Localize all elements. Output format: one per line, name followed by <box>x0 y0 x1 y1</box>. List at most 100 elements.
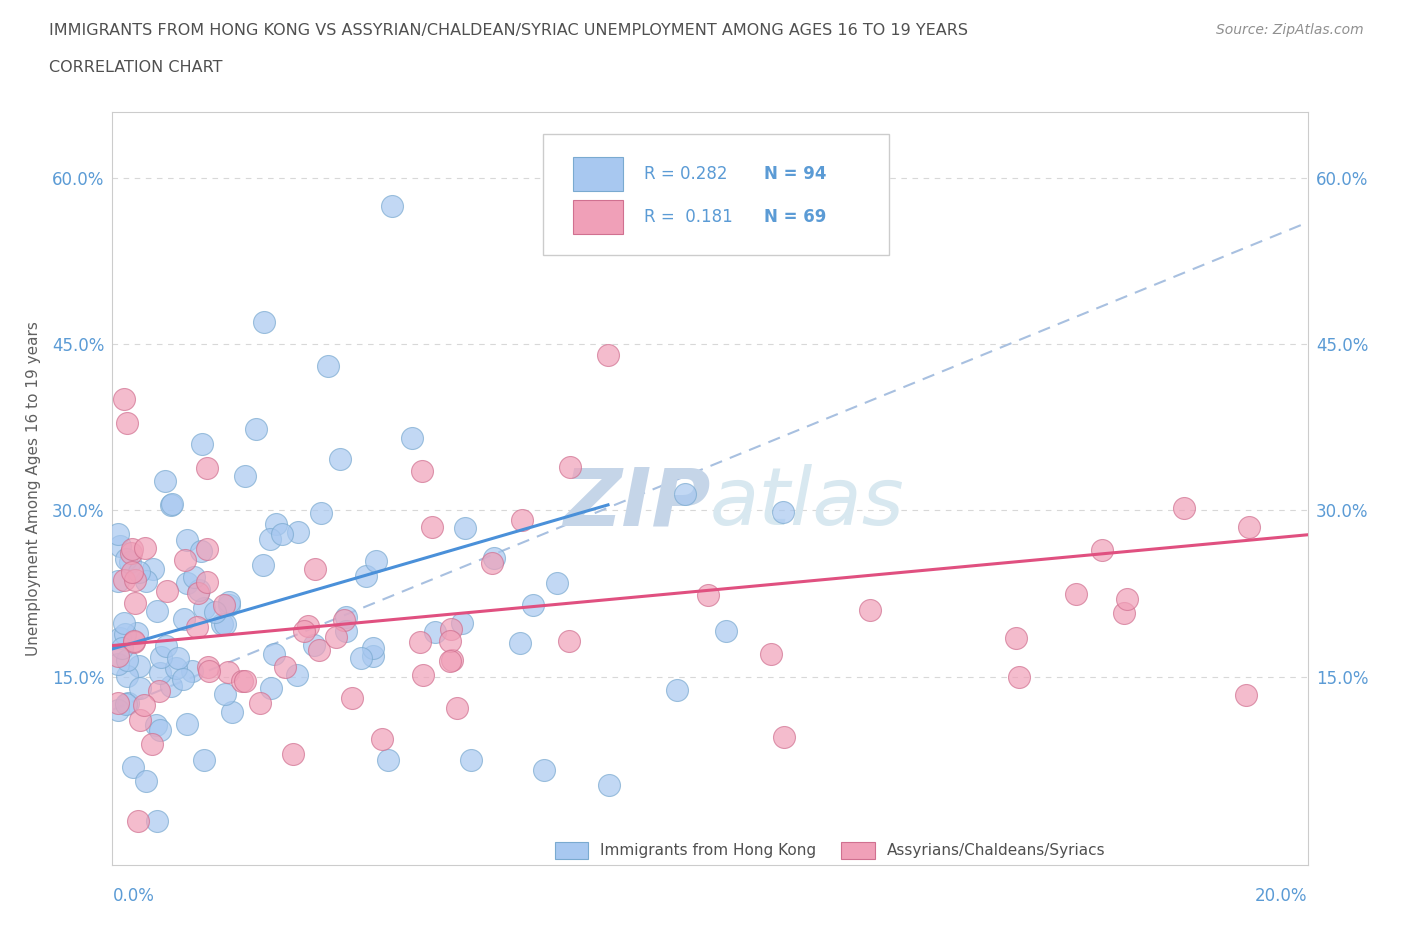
Point <box>666 683 689 698</box>
Point <box>409 635 432 650</box>
Point <box>309 506 332 521</box>
Point <box>263 646 285 661</box>
Point <box>1064 587 1087 602</box>
Point <box>173 611 195 626</box>
Point <box>773 730 796 745</box>
Point <box>195 461 218 476</box>
Point <box>160 497 183 512</box>
Point <box>115 653 138 668</box>
Point <box>135 573 157 588</box>
FancyBboxPatch shape <box>572 200 623 233</box>
Point <box>195 574 218 589</box>
Point <box>218 594 240 609</box>
Text: 0.0%: 0.0% <box>112 887 155 906</box>
Point <box>420 520 443 535</box>
Point <box>218 597 240 612</box>
Text: R = 0.282: R = 0.282 <box>644 166 728 183</box>
Point <box>180 664 202 679</box>
Point <box>145 604 167 618</box>
Point <box>115 416 138 431</box>
Point <box>522 597 544 612</box>
Point <box>198 664 221 679</box>
Point <box>292 624 315 639</box>
FancyBboxPatch shape <box>572 157 623 191</box>
Point <box>156 584 179 599</box>
Point <box>333 613 356 628</box>
Point <box>759 646 782 661</box>
Point <box>335 624 357 639</box>
FancyBboxPatch shape <box>842 843 875 859</box>
Point <box>204 604 226 619</box>
Point <box>188 582 211 597</box>
Point <box>187 586 209 601</box>
Point <box>115 669 138 684</box>
Point <box>128 565 150 579</box>
Point <box>112 616 135 631</box>
Text: Assyrians/Chaldeans/Syriacs: Assyrians/Chaldeans/Syriacs <box>887 844 1105 858</box>
Point <box>439 633 461 648</box>
Point <box>1112 605 1135 620</box>
Point <box>148 684 170 698</box>
Point <box>1234 688 1257 703</box>
Point <box>135 774 157 789</box>
Point <box>153 473 176 488</box>
Point <box>596 348 619 363</box>
Point <box>696 588 718 603</box>
Point <box>183 569 205 584</box>
Point <box>335 609 357 624</box>
Point <box>1005 631 1028 645</box>
Point <box>112 392 135 406</box>
Point <box>281 747 304 762</box>
Point <box>150 649 173 664</box>
Point <box>107 696 129 711</box>
Point <box>115 551 138 566</box>
Point <box>304 562 326 577</box>
Point <box>510 512 533 527</box>
Point <box>1239 520 1261 535</box>
Text: ZIP: ZIP <box>562 464 710 542</box>
Point <box>329 452 352 467</box>
Point <box>121 541 143 556</box>
Point <box>371 731 394 746</box>
Point <box>304 638 326 653</box>
Point <box>285 668 308 683</box>
Point <box>142 562 165 577</box>
Point <box>124 633 146 648</box>
Point <box>112 573 135 588</box>
Text: Source: ZipAtlas.com: Source: ZipAtlas.com <box>1216 23 1364 37</box>
Text: N = 94: N = 94 <box>763 166 827 183</box>
Point <box>1091 542 1114 557</box>
Point <box>191 436 214 451</box>
Point <box>124 596 146 611</box>
Point <box>160 498 183 512</box>
Point <box>509 636 531 651</box>
Point <box>211 617 233 631</box>
Y-axis label: Unemployment Among Ages 16 to 19 years: Unemployment Among Ages 16 to 19 years <box>25 321 41 656</box>
Point <box>167 651 190 666</box>
Point <box>107 573 129 588</box>
Text: R =  0.181: R = 0.181 <box>644 208 733 226</box>
Point <box>134 540 156 555</box>
Point <box>264 517 287 532</box>
Text: 20.0%: 20.0% <box>1256 887 1308 906</box>
FancyBboxPatch shape <box>554 843 588 859</box>
Point <box>118 554 141 569</box>
Point <box>233 673 256 688</box>
Point <box>149 666 172 681</box>
Point <box>110 538 132 553</box>
Point <box>377 752 399 767</box>
Point <box>287 525 309 539</box>
Point <box>176 576 198 591</box>
Point <box>859 603 882 618</box>
Point <box>217 664 239 679</box>
Point <box>129 680 152 695</box>
Point <box>193 600 215 615</box>
Text: Immigrants from Hong Kong: Immigrants from Hong Kong <box>600 844 817 858</box>
Point <box>1173 500 1195 515</box>
Point <box>108 631 131 645</box>
Point <box>114 626 136 641</box>
Point <box>129 712 152 727</box>
Point <box>117 696 139 711</box>
Point <box>145 717 167 732</box>
Point <box>114 696 136 711</box>
